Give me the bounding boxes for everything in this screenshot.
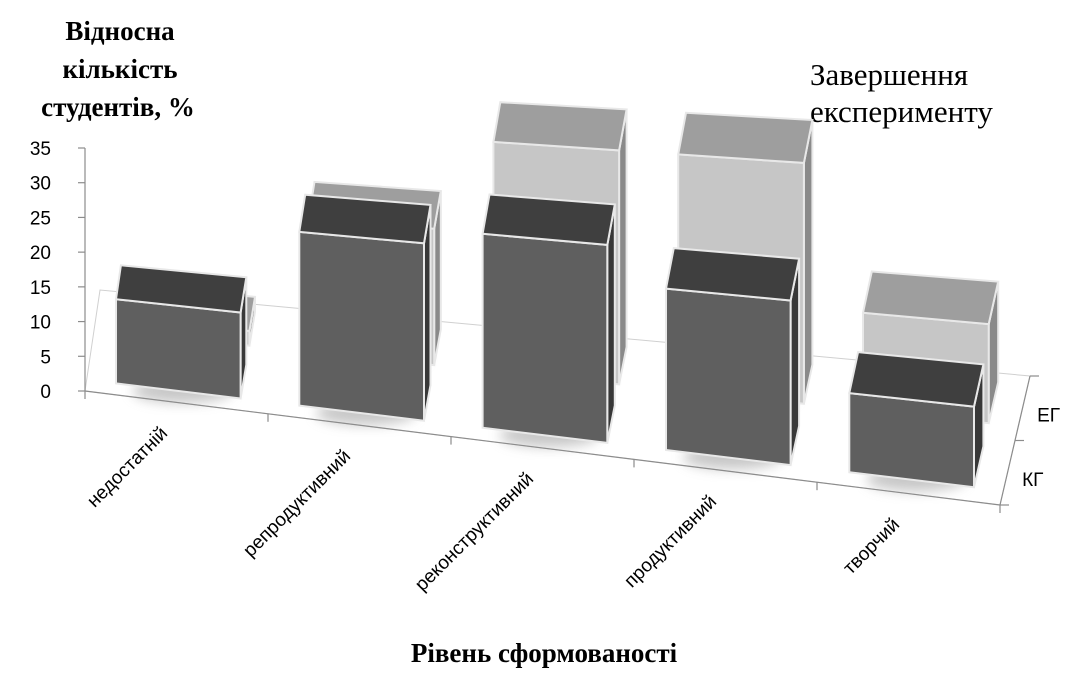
y-axis: 0 5 10 15 20 25 30 35 [30, 139, 86, 403]
bar [848, 351, 985, 489]
x-category-label: продуктивний [620, 491, 721, 592]
series-axis: КГ ЕГ [999, 375, 1060, 506]
y-tick-label: 10 [30, 313, 51, 334]
bar [114, 264, 248, 400]
x-category-label: творчий [839, 514, 904, 579]
y-tick-label: 25 [30, 208, 51, 229]
bar-front-face [481, 232, 609, 445]
bar-top-face [861, 270, 1000, 326]
x-category-label: репродуктивний [240, 446, 356, 562]
bar-top-face [848, 351, 985, 408]
x-axis-line [84, 390, 1001, 506]
bar [481, 193, 616, 445]
bar-side-face [618, 109, 628, 385]
bar-side-face [802, 119, 814, 405]
y-tick-label: 35 [30, 139, 51, 160]
bar-top-face [677, 111, 814, 164]
bar-top-face [114, 264, 248, 314]
bar-front-face [848, 391, 975, 489]
bar-top-face [492, 101, 628, 152]
y-axis-title-line-2: кількість [62, 54, 177, 84]
y-axis-title: Відносна кількість студентів, % [41, 16, 195, 122]
x-axis-title: Рівень сформованості [411, 638, 678, 668]
y-tick-label: 5 [40, 347, 51, 368]
bar-front-face [665, 287, 792, 467]
x-category-label: реконструктивний [411, 469, 538, 596]
y-tick-label: 20 [30, 243, 51, 264]
bars [114, 101, 1000, 489]
bar-top-face [481, 193, 616, 246]
bar [298, 193, 432, 422]
bar-front-face [115, 298, 242, 400]
bar-top-face [664, 247, 801, 302]
chart-title-line-1: Завершення [810, 57, 968, 92]
y-axis-title-line-3: студентів, % [41, 92, 195, 122]
y-tick-label: 0 [40, 382, 51, 403]
x-category-label: недостатній [83, 423, 172, 512]
chart-title: Завершення експерименту [810, 57, 993, 129]
bar [664, 247, 801, 467]
y-axis-title-line-1: Відносна [65, 16, 175, 46]
y-tick-label: 30 [30, 174, 51, 195]
chart-title-line-2: експерименту [810, 94, 993, 129]
bar-front-face [298, 230, 425, 422]
series-label: КГ [1022, 470, 1043, 491]
bar-top-face [298, 193, 432, 245]
y-tick-label: 15 [30, 278, 51, 299]
series-label: ЕГ [1037, 406, 1060, 427]
